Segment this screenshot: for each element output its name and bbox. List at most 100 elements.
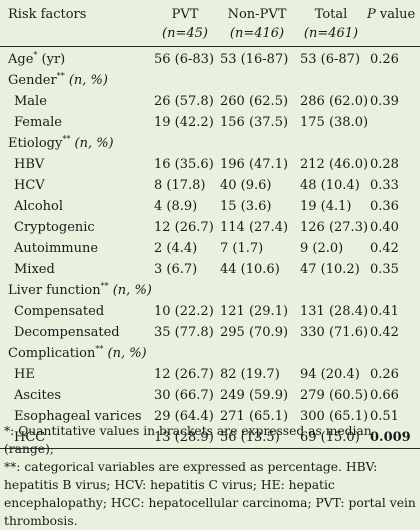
row-label: Mixed <box>14 262 55 277</box>
cell-p: 0.35 <box>370 262 399 277</box>
cell-nonpvt: 53 (16-87) <box>220 52 289 67</box>
cell-total: 126 (27.3) <box>300 220 369 235</box>
header-nonpvt-n: (n=416) <box>218 24 296 47</box>
row-label: Autoimmune <box>14 241 99 256</box>
cell-nonpvt: 56 (13.5) <box>218 427 296 449</box>
row-label: Ascites <box>14 388 62 403</box>
table-row: Mixed 3 (6.7) 44 (10.6) 47 (10.2) 0.35 <box>0 259 420 280</box>
cell-p: 0.40 <box>370 220 399 235</box>
cell-nonpvt: 82 (19.7) <box>220 367 280 382</box>
table-row: Ascites 30 (66.7) 249 (59.9) 279 (60.5) … <box>0 385 420 406</box>
cell-p: 0.33 <box>370 178 399 193</box>
row-label: HBV <box>14 157 45 172</box>
table-row: Compensated 10 (22.2) 121 (29.1) 131 (28… <box>0 301 420 322</box>
header-risk-factors: Risk factors <box>8 7 87 22</box>
table-row: Decompensated 35 (77.8) 295 (70.9) 330 (… <box>0 322 420 343</box>
cell-nonpvt: 271 (65.1) <box>220 409 289 424</box>
table-row: Alcohol 4 (8.9) 15 (3.6) 19 (4.1) 0.36 <box>0 196 420 217</box>
cell-p: 0.36 <box>370 199 399 214</box>
cell-nonpvt: 156 (37.5) <box>220 115 289 130</box>
cell-nonpvt: 114 (27.4) <box>220 220 289 235</box>
row-label: HCC <box>0 427 152 449</box>
table-row: Female 19 (42.2) 156 (37.5) 175 (38.0) <box>0 112 420 133</box>
cell-pvt: 13 (28.9) <box>152 427 218 449</box>
footnote-1: *: Quantitative values in brackets are e… <box>4 424 372 456</box>
cell-total: 279 (60.5) <box>300 388 369 403</box>
cell-nonpvt: 249 (59.9) <box>220 388 289 403</box>
table-row: Autoimmune 2 (4.4) 7 (1.7) 9 (2.0) 0.42 <box>0 238 420 259</box>
cell-p: 0.39 <box>370 94 399 109</box>
cell-nonpvt: 260 (62.5) <box>220 94 289 109</box>
section-label: Liver function** (n, %) <box>8 281 152 298</box>
row-label: Age* (yr) <box>8 50 66 67</box>
section-label: Etiology** (n, %) <box>8 134 114 151</box>
row-label: Female <box>14 115 62 130</box>
table-row: Cryptogenic 12 (26.7) 114 (27.4) 126 (27… <box>0 217 420 238</box>
row-label: Esophageal varices <box>14 409 142 424</box>
table-row: HBV 16 (35.6) 196 (47.1) 212 (46.0) 0.28 <box>0 154 420 175</box>
cell-nonpvt: 40 (9.6) <box>220 178 272 193</box>
cell-pvt: 10 (22.2) <box>154 304 214 319</box>
row-label: HCV <box>14 178 45 193</box>
header-pvt-n: (n=45) <box>152 24 218 47</box>
row-label: Decompensated <box>14 325 120 340</box>
cell-total: 286 (62.0) <box>300 94 369 109</box>
row-label: Alcohol <box>14 199 64 214</box>
cell-p: 0.42 <box>370 241 399 256</box>
cell-total: 69 (15.0) <box>296 427 366 449</box>
cell-p: 0.66 <box>370 388 399 403</box>
header-row: Risk factors PVT Non-PVT Total P value <box>0 0 420 24</box>
risk-factors-table: Risk factors PVT Non-PVT Total P value (… <box>0 0 420 449</box>
table-row: Age* (yr) 56 (6-83) 53 (16-87) 53 (6-87)… <box>0 47 420 71</box>
header-blank <box>0 24 152 47</box>
cell-pvt: 2 (4.4) <box>154 241 198 256</box>
header-n-row: (n=45) (n=416) (n=461) <box>0 24 420 47</box>
cell-pvt: 35 (77.8) <box>154 325 214 340</box>
cell-pvt: 16 (35.6) <box>154 157 214 172</box>
cell-pvt: 26 (57.8) <box>154 94 214 109</box>
cell-pvt: 4 (8.9) <box>154 199 198 214</box>
row-label: Male <box>14 94 47 109</box>
table-row: Male 26 (57.8) 260 (62.5) 286 (62.0) 0.3… <box>0 91 420 112</box>
cell-pvt: 12 (26.7) <box>154 220 214 235</box>
cell-total: 48 (10.4) <box>300 178 360 193</box>
footnote-2: **: categorical variables are expressed … <box>4 460 416 528</box>
cell-p: 0.41 <box>370 304 399 319</box>
cell-pvt: 56 (6-83) <box>154 52 215 67</box>
cell-total: 131 (28.4) <box>300 304 369 319</box>
cell-total: 9 (2.0) <box>300 241 344 256</box>
row-label: Cryptogenic <box>14 220 95 235</box>
cell-p: 0.42 <box>370 325 399 340</box>
cell-total: 300 (65.1) <box>300 409 369 424</box>
table-footnotes: *: Quantitative values in brackets are e… <box>4 422 416 530</box>
cell-total: 94 (20.4) <box>300 367 360 382</box>
table-row: HCC 13 (28.9) 56 (13.5) 69 (15.0) 0.009 <box>0 427 420 449</box>
cell-pvt: 30 (66.7) <box>154 388 214 403</box>
cell-p: 0.51 <box>370 409 399 424</box>
cell-total: 330 (71.6) <box>300 325 369 340</box>
header-pvt: PVT <box>171 7 199 22</box>
cell-nonpvt: 196 (47.1) <box>220 157 289 172</box>
header-p-blank <box>366 24 420 47</box>
table-row: Esophageal varices 29 (64.4) 271 (65.1) … <box>0 406 420 427</box>
cell-total: 212 (46.0) <box>300 157 369 172</box>
cell-nonpvt: 44 (10.6) <box>220 262 280 277</box>
cell-total: 175 (38.0) <box>300 115 369 130</box>
cell-pvt: 3 (6.7) <box>154 262 198 277</box>
cell-nonpvt: 15 (3.6) <box>220 199 272 214</box>
section-row: Etiology** (n, %) <box>0 133 420 154</box>
cell-pvt: 19 (42.2) <box>154 115 214 130</box>
header-p-value: P value <box>366 0 420 24</box>
section-label: Gender** (n, %) <box>8 71 108 88</box>
section-label: Complication** (n, %) <box>8 344 147 361</box>
cell-p: 0.26 <box>370 52 399 67</box>
cell-pvt: 29 (64.4) <box>154 409 214 424</box>
table-row: HCV 8 (17.8) 40 (9.6) 48 (10.4) 0.33 <box>0 175 420 196</box>
p-letter: P <box>367 7 376 22</box>
section-row: Complication** (n, %) <box>0 343 420 364</box>
cell-p <box>366 112 420 133</box>
cell-nonpvt: 7 (1.7) <box>220 241 264 256</box>
cell-p: 0.28 <box>370 157 399 172</box>
table-row: HE 12 (26.7) 82 (19.7) 94 (20.4) 0.26 <box>0 364 420 385</box>
